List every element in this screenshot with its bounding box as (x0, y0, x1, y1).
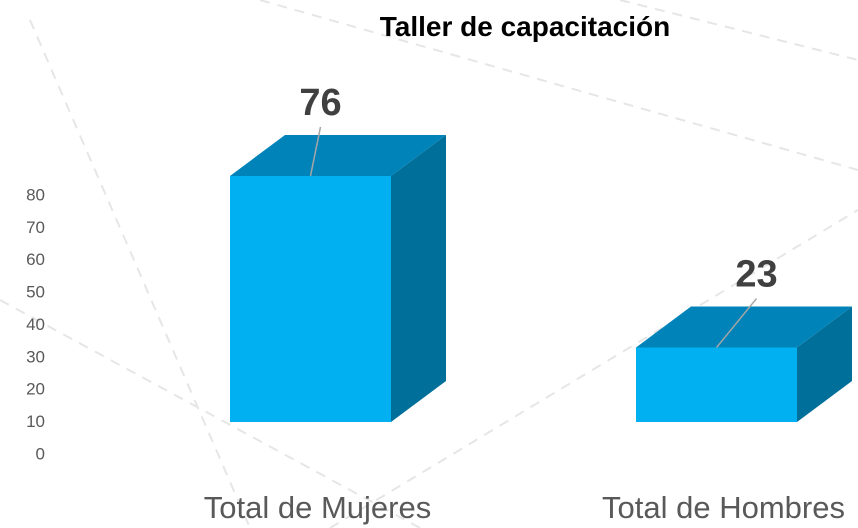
y-tick-label: 10 (26, 412, 45, 431)
bar-top (230, 134, 446, 176)
y-tick-label: 50 (26, 283, 45, 302)
bar (636, 306, 852, 422)
value-label: 76 (299, 82, 341, 124)
y-tick-label: 20 (26, 380, 45, 399)
bar-side (797, 306, 852, 422)
bar-front (636, 347, 797, 422)
y-tick-label: 0 (36, 444, 45, 463)
leader-line (309, 126, 322, 177)
bar-side (391, 134, 446, 422)
bar-front (230, 175, 391, 422)
chart-title: Taller de capacitación (380, 11, 671, 42)
y-tick-label: 40 (26, 315, 45, 334)
value-label: 23 (735, 254, 777, 296)
y-tick-label: 70 (26, 218, 45, 237)
x-tick-label: Total de Hombres (602, 490, 845, 525)
bar-top (636, 306, 852, 348)
leader-line (715, 298, 758, 349)
y-tick-label: 30 (26, 347, 45, 366)
y-tick-label: 60 (26, 250, 45, 269)
x-tick-label: Total de Mujeres (204, 490, 431, 525)
bar (230, 134, 446, 422)
y-tick-label: 80 (26, 185, 45, 204)
